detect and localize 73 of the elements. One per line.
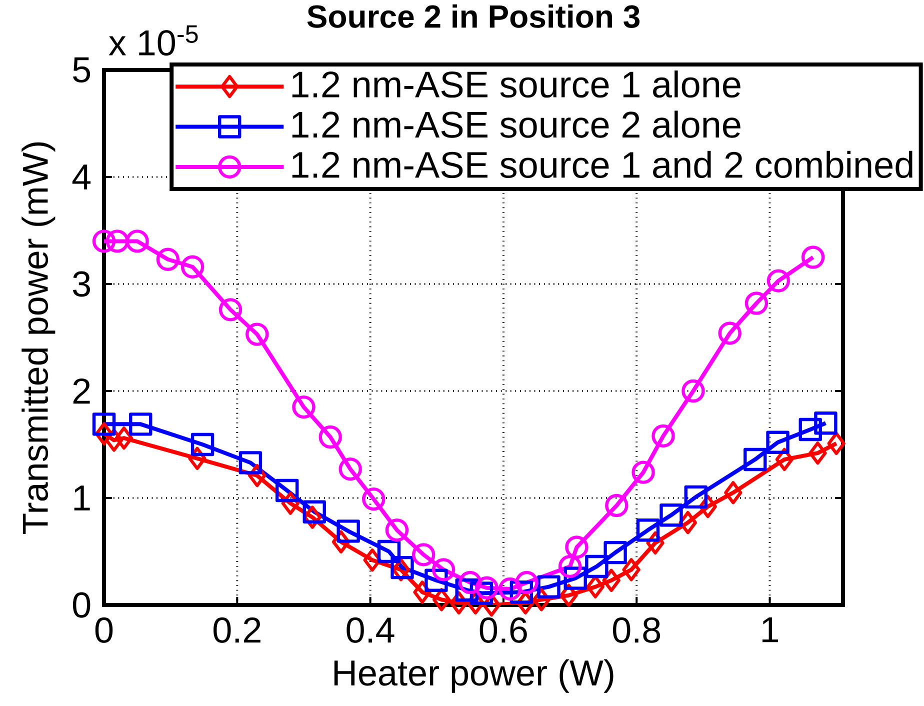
y-tick-label: 0 [72,592,90,618]
point [432,558,456,582]
point [390,556,414,580]
x-tick-label: 0.6 [480,617,527,643]
point [190,432,214,456]
point [537,575,560,598]
point [808,441,827,465]
point [660,504,683,527]
y-tick-label: 1 [74,486,90,510]
x-axis-title: Heater power (W) [334,659,614,693]
point [604,540,627,564]
legend-label: 1.2 nm-ASE source 1 and 2 combined [292,150,912,178]
point [385,518,409,542]
x-tick-label: 1 [762,617,778,642]
point [585,554,608,578]
point [114,426,134,450]
point [827,432,846,456]
point [156,248,180,271]
point [377,540,401,564]
point [129,412,152,436]
point [682,379,705,403]
x-tick-label: 0.4 [346,617,394,643]
point [338,458,362,481]
point [724,481,742,504]
point [605,494,628,518]
point [622,558,640,582]
legend-label: 1.2 nm-ASE source 2 alone [292,110,740,138]
x-tick-label: 0 [95,617,113,643]
point [92,412,116,436]
point [424,568,448,592]
point [126,230,149,253]
y-axis-title: Transmitted power (mW) [22,142,56,534]
point [92,230,116,253]
y-tick-label: 3 [72,271,90,297]
point [412,543,436,566]
point [766,269,790,292]
point [766,430,790,454]
y-tick-label: 2 [73,378,90,404]
y-tick-label: 5 [73,57,90,83]
point [744,292,768,315]
y-tick-label: 4 [72,164,91,190]
point [302,500,326,524]
point [515,570,538,594]
point [684,485,708,509]
point [652,424,675,448]
legend-label: 1.2 nm-ASE source 1 alone [292,70,740,98]
point [498,577,522,601]
point [475,576,498,600]
text: x 10$^{-5}$ [108,25,198,56]
point [636,518,660,542]
point [632,460,655,484]
point [744,448,767,472]
point [564,566,587,590]
point [458,570,482,594]
point [106,230,129,253]
point [318,425,342,449]
point [292,395,316,419]
chart-title: Source 2 in Position 3 [307,4,640,28]
point [801,246,825,269]
point [814,412,838,435]
point [558,554,582,578]
x-tick-label: 0.8 [613,617,660,643]
point [565,536,588,559]
point [362,487,386,511]
point [798,418,822,442]
point [336,520,360,543]
point [718,322,742,345]
point [218,298,242,322]
x-tick-label: 0.2 [214,617,260,643]
point [180,255,204,278]
point [238,451,262,474]
point [275,478,299,502]
point [246,322,269,346]
